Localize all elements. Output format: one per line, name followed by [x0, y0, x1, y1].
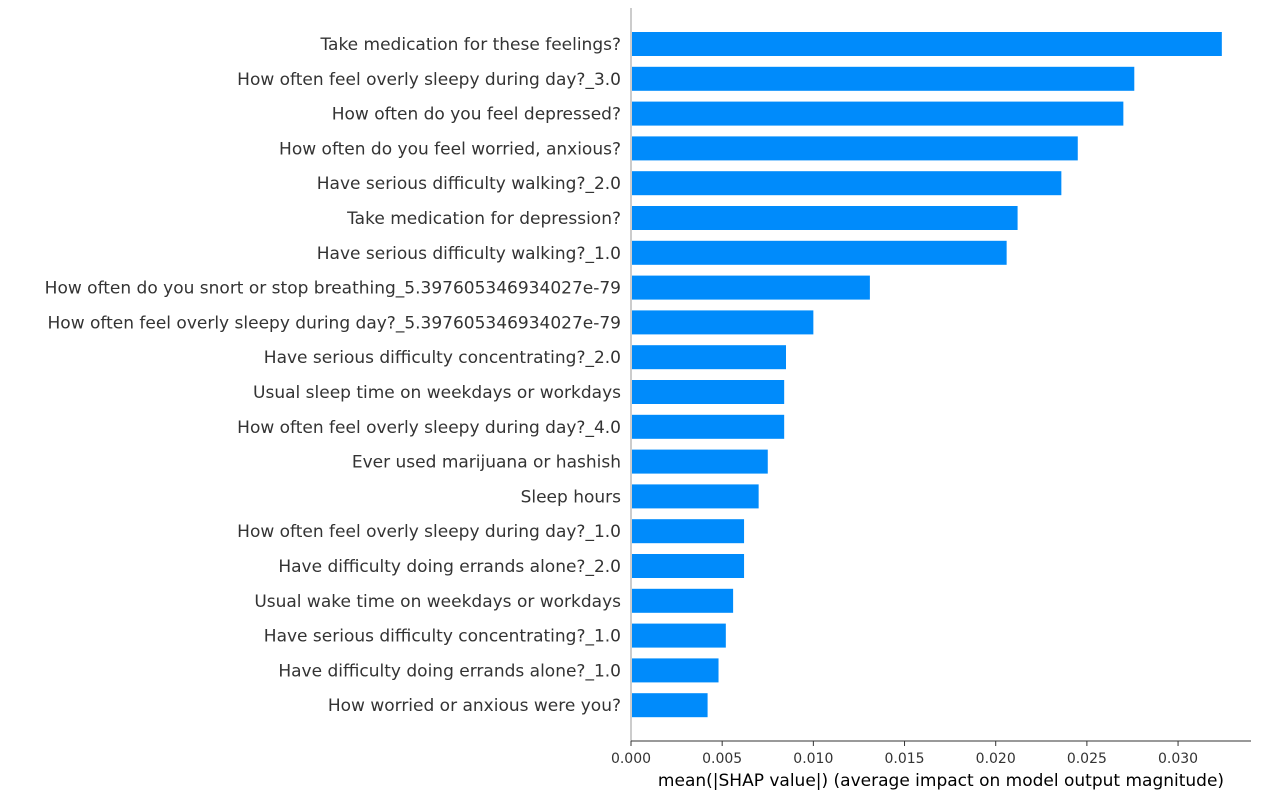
- x-tick-label: 0.010: [793, 751, 833, 767]
- y-tick-label: How worried or anxious were you?: [328, 696, 621, 716]
- y-tick-label: How often feel overly sleepy during day?…: [237, 522, 621, 542]
- y-tick-label: How often do you feel worried, anxious?: [279, 139, 621, 159]
- x-tick-label: 0.020: [976, 751, 1016, 767]
- bar: [632, 310, 814, 335]
- y-tick-label: Sleep hours: [521, 487, 622, 507]
- x-tick-label: 0.000: [611, 751, 651, 767]
- x-axis-label: mean(|SHAP value|) (average impact on mo…: [658, 771, 1224, 791]
- bar: [632, 136, 1078, 161]
- y-tick-labels: Take medication for these feelings? How o…: [45, 35, 621, 716]
- bar: [632, 588, 734, 613]
- x-tick-label: 0.015: [884, 751, 924, 767]
- x-tick-label: 0.030: [1158, 751, 1198, 767]
- bar: [632, 484, 759, 509]
- y-tick-label: How often feel overly sleepy during day?…: [237, 70, 621, 90]
- bar: [632, 275, 870, 300]
- bar: [632, 206, 1018, 230]
- y-tick-label: How often do you feel depressed?: [332, 105, 621, 125]
- bar: [632, 101, 1124, 126]
- x-tick-label: 0.005: [702, 751, 742, 767]
- bar: [632, 623, 726, 648]
- y-tick-label: Take medication for depression?: [346, 209, 621, 229]
- bar: [632, 519, 745, 544]
- x-tick-label: 0.025: [1067, 751, 1107, 767]
- bar: [632, 240, 1007, 265]
- y-tick-label: Have serious difficulty concentrating?_2…: [264, 348, 621, 368]
- y-tick-label: Usual sleep time on weekdays or workdays: [253, 383, 621, 403]
- y-tick-label: How often feel overly sleepy during day?…: [237, 418, 621, 438]
- y-tick-label: Have difficulty doing errands alone?_1.0: [278, 661, 621, 681]
- bars-group: [632, 32, 1222, 718]
- y-tick-label: Take medication for these feelings?: [319, 35, 621, 55]
- bar: [632, 66, 1135, 91]
- y-tick-label: Have difficulty doing errands alone?_2.0: [278, 557, 621, 577]
- bar: [632, 171, 1062, 196]
- bar: [632, 414, 785, 439]
- y-tick-label: Have serious difficulty walking?_1.0: [317, 244, 621, 264]
- y-tick-label: Have serious difficulty walking?_2.0: [317, 174, 621, 194]
- bar: [632, 693, 708, 718]
- y-tick-label: Usual wake time on weekdays or workdays: [254, 592, 621, 612]
- y-tick-label: Ever used marijuana or hashish: [352, 453, 621, 473]
- x-ticks: 0.000 0.005 0.010 0.015 0.020 0.025 0.030: [611, 741, 1198, 767]
- y-tick-label: How often do you snort or stop breathing…: [45, 279, 621, 299]
- bar: [632, 554, 745, 578]
- bar: [632, 32, 1222, 56]
- y-tick-label: How often feel overly sleepy during day?…: [48, 313, 621, 333]
- bar: [632, 345, 786, 370]
- bar: [632, 380, 785, 404]
- bar: [632, 658, 719, 683]
- bar: [632, 449, 768, 474]
- y-tick-label: Have serious difficulty concentrating?_1…: [264, 627, 621, 647]
